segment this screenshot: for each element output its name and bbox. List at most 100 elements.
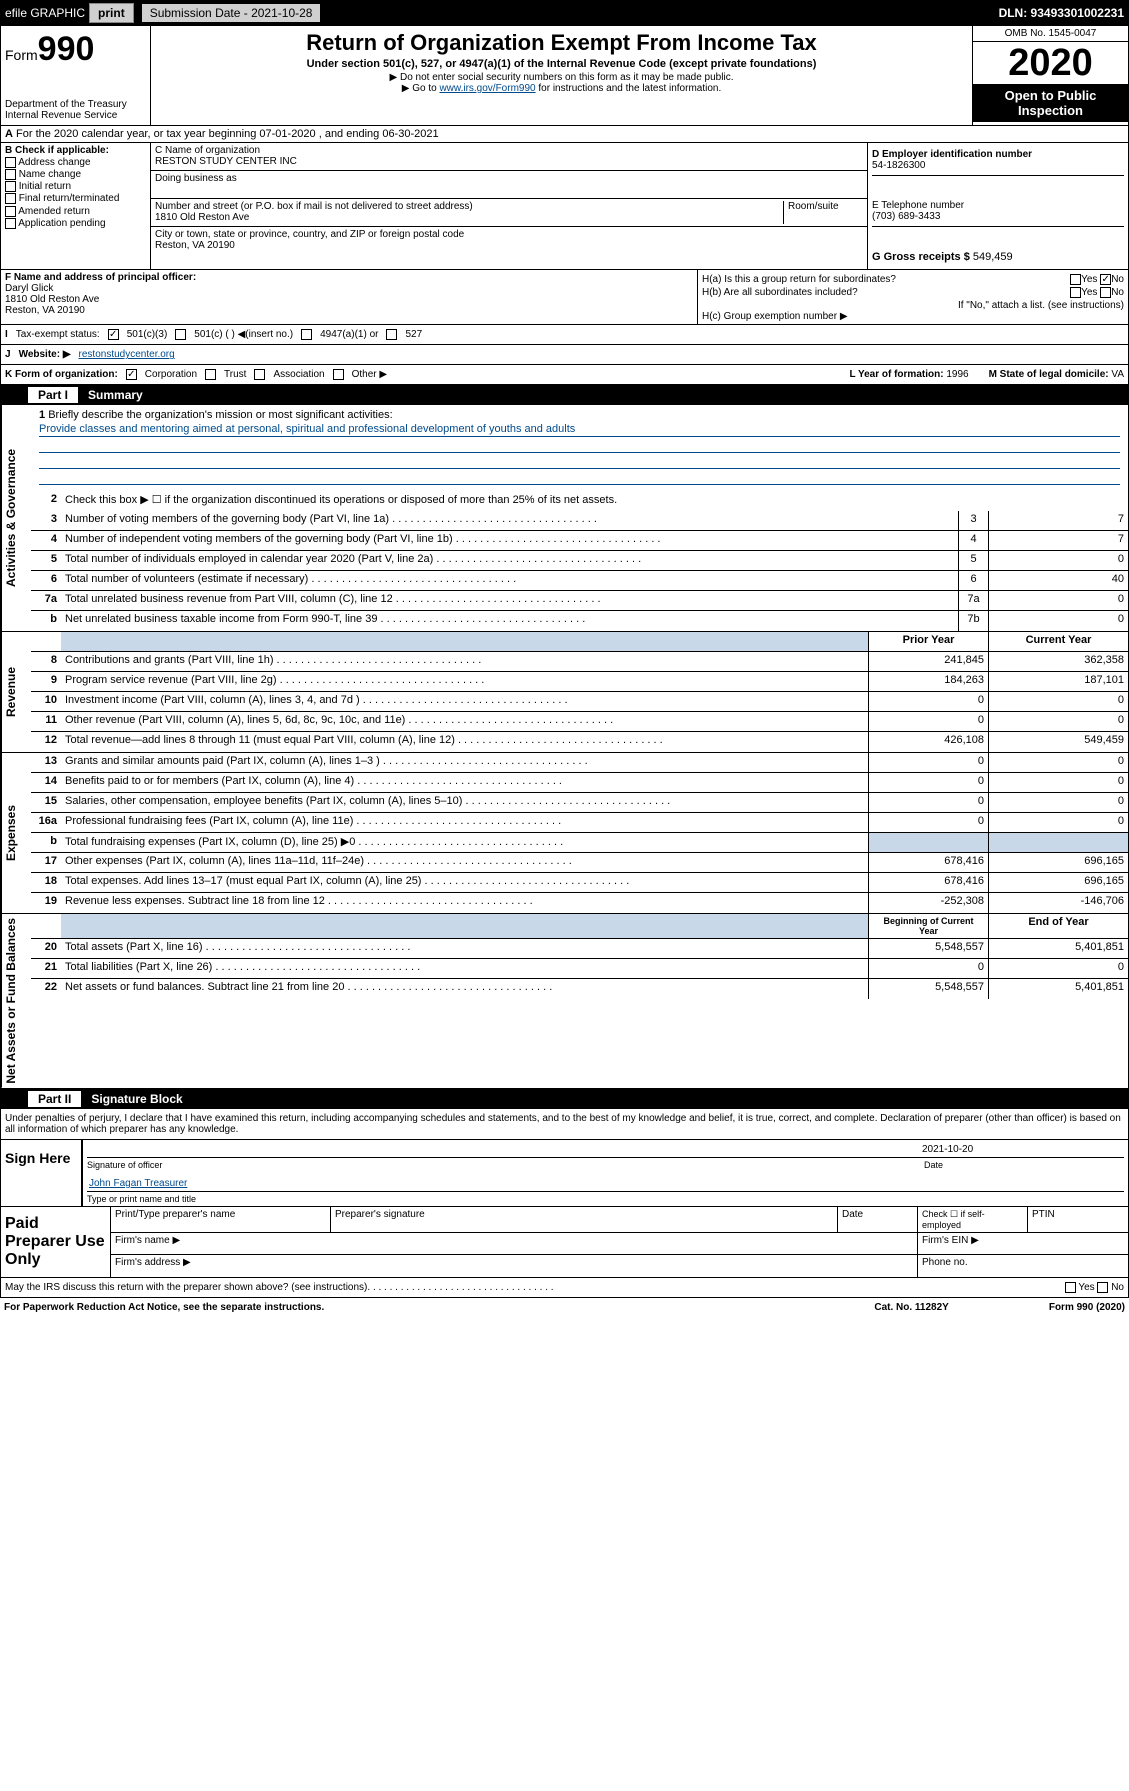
row-text: Number of voting members of the governin… [61,511,958,530]
summary-rev: Revenue Prior Year Current Year 8 Contri… [0,632,1129,753]
col-d: D Employer identification number 54-1826… [868,143,1128,269]
hb-yes[interactable] [1070,287,1081,298]
ein-label: D Employer identification number [872,149,1032,160]
ha-no[interactable] [1100,274,1111,285]
discuss-yes[interactable] [1065,1282,1076,1293]
check-name[interactable]: Name change [5,169,146,180]
row-current: 696,165 [988,853,1128,872]
header-right: OMB No. 1545-0047 2020 Open to Public In… [973,26,1128,125]
paid-fields: Print/Type preparer's name Preparer's si… [111,1207,1128,1277]
state-label: M State of legal domicile: [989,369,1109,380]
f-label: F Name and address of principal officer: [5,272,196,283]
col-b: B Check if applicable: Address change Na… [1,143,151,269]
open-to-public: Open to Public Inspection [973,84,1128,122]
row-current: 5,401,851 [988,979,1128,999]
gov-row: 4 Number of independent voting members o… [31,531,1128,551]
row-box: 4 [958,531,988,550]
rev-row: 11 Other revenue (Part VIII, column (A),… [31,712,1128,732]
row-current: 0 [988,959,1128,978]
row-text: Total expenses. Add lines 13–17 (must eq… [61,873,868,892]
sign-block: Sign Here 2021-10-20 Signature of office… [0,1140,1129,1207]
exp-row: 13 Grants and similar amounts paid (Part… [31,753,1128,773]
row-num: 10 [31,692,61,711]
exp-row: 16a Professional fundraising fees (Part … [31,813,1128,833]
paid-header-row: Print/Type preparer's name Preparer's si… [111,1207,1128,1233]
note-1: ▶ Do not enter social security numbers o… [155,72,968,83]
row-text: Net unrelated business taxable income fr… [61,611,958,631]
dba-row: Doing business as [151,171,867,199]
b-label: B Check if applicable: [5,145,109,156]
mission-blank2 [39,455,1120,469]
ha-yes[interactable] [1070,274,1081,285]
row-current: 0 [988,753,1128,772]
row-text: Total assets (Part X, line 16) [61,939,868,958]
row-num: 20 [31,939,61,958]
row-prior: 426,108 [868,732,988,752]
perjury-block: Under penalties of perjury, I declare th… [0,1109,1129,1140]
row-num: 8 [31,652,61,671]
4947-check[interactable] [301,329,312,340]
website-link[interactable]: restonstudycenter.org [79,349,175,360]
yes-label2: Yes [1081,287,1097,298]
row-prior: 678,416 [868,853,988,872]
501c-check[interactable] [175,329,186,340]
sign-here-label: Sign Here [1,1140,81,1206]
row-num: 16a [31,813,61,832]
row-prior: 0 [868,793,988,812]
row-prior [868,833,988,852]
sig-name[interactable]: John Fagan Treasurer [89,1178,187,1189]
dept-treasury: Department of the Treasury [5,99,146,110]
row-prior: 678,416 [868,873,988,892]
trust-check[interactable] [205,369,216,380]
row-current: 187,101 [988,672,1128,691]
paperwork-notice: For Paperwork Reduction Act Notice, see … [4,1302,324,1313]
net-h-num [31,914,61,938]
hb-no[interactable] [1100,287,1111,298]
form-footer: Form 990 (2020) [1049,1302,1125,1313]
sign-fields: 2021-10-20 Signature of officer Date Joh… [81,1140,1128,1206]
row-num: b [31,833,61,852]
501c3-check[interactable] [108,329,119,340]
pending-label: Application pending [18,218,105,229]
row-num: 19 [31,893,61,913]
row-prior: 184,263 [868,672,988,691]
firm-addr: Firm's address ▶ [111,1255,918,1277]
gov-row: 5 Total number of individuals employed i… [31,551,1128,571]
row-current: 696,165 [988,873,1128,892]
assoc-check[interactable] [254,369,265,380]
rev-row: 9 Program service revenue (Part VIII, li… [31,672,1128,692]
section-fh: F Name and address of principal officer:… [0,270,1129,325]
submission-date: Submission Date - 2021-10-28 [142,4,321,22]
row-text: Program service revenue (Part VIII, line… [61,672,868,691]
check-address[interactable]: Address change [5,157,146,168]
sig-officer-line: 2021-10-20 [87,1142,1124,1158]
addr-change-label: Address change [18,157,90,168]
phone-value: (703) 689-3433 [872,211,940,222]
row-box: 5 [958,551,988,570]
exp-row: 18 Total expenses. Add lines 13–17 (must… [31,873,1128,893]
row-num: 3 [31,511,61,530]
paid-h1: Print/Type preparer's name [111,1207,331,1232]
527-check[interactable] [386,329,397,340]
ein-value: 54-1826300 [872,160,925,171]
addr-row: Number and street (or P.O. box if mail i… [151,199,867,227]
row-num: 4 [31,531,61,550]
other-check[interactable] [333,369,344,380]
initial-label: Initial return [19,181,71,192]
corp-check[interactable] [126,369,137,380]
row-current: 0 [988,712,1128,731]
summary-exp: Expenses 13 Grants and similar amounts p… [0,753,1129,914]
irs-link[interactable]: www.irs.gov/Form990 [439,83,535,94]
check-initial[interactable]: Initial return [5,181,146,192]
header-left: Form990 Department of the Treasury Inter… [1,26,151,125]
check-final[interactable]: Final return/terminated [5,193,146,204]
check-pending[interactable]: Application pending [5,218,146,229]
discuss-no[interactable] [1097,1282,1108,1293]
check-amended[interactable]: Amended return [5,206,146,217]
col-h: H(a) Is this a group return for subordin… [698,270,1128,324]
mission-blank1 [39,439,1120,453]
print-button[interactable]: print [89,3,134,23]
note-2: ▶ Go to www.irs.gov/Form990 for instruct… [155,83,968,94]
net-row: 20 Total assets (Part X, line 16) 5,548,… [31,939,1128,959]
row-box: 7a [958,591,988,610]
